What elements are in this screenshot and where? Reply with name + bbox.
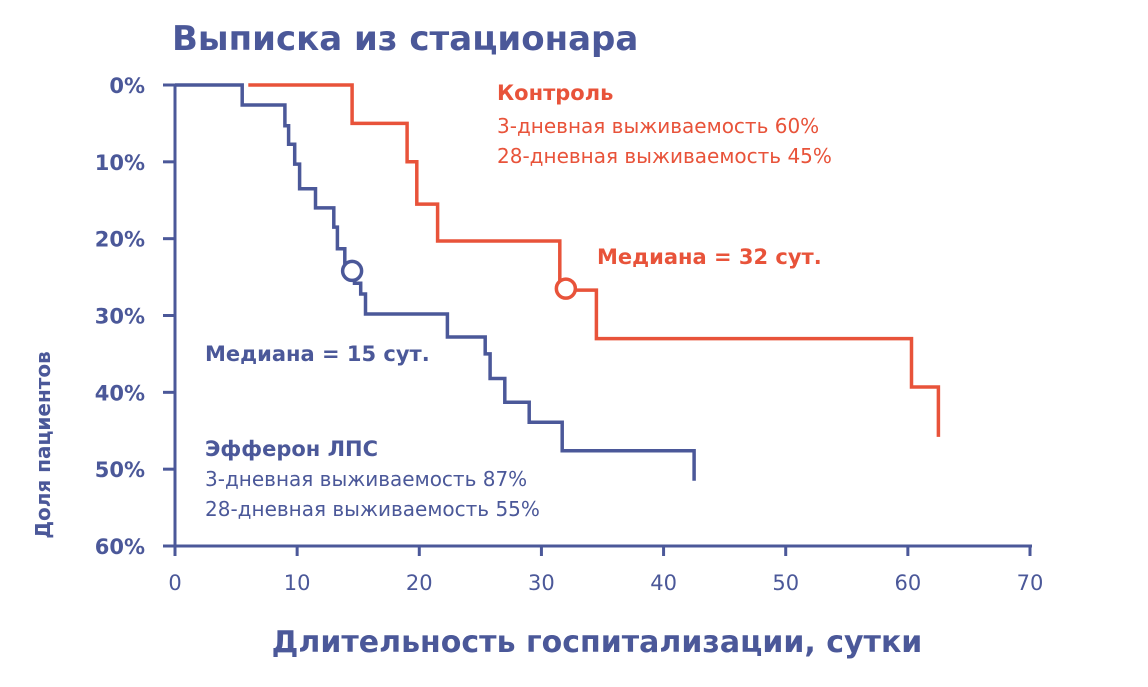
control-median-marker [554,277,578,300]
control-28day-survival: 28-дневная выживаемость 45% [497,144,832,168]
control-legend-title: Контроль [497,81,613,105]
tick-labels: 0 10 20 30 40 50 60 70 0% 10% 20% 30% 40% 50% 60% [95,74,1044,595]
y-tick-label: 60% [95,535,145,559]
control-series-line [248,83,941,437]
x-tick-label: 10 [284,571,311,595]
axes [163,83,1032,556]
chart-title: Выписка из стационара [172,19,638,59]
efferon-median-marker [340,259,364,283]
x-tick-label: 50 [772,571,799,595]
y-tick-label: 20% [95,228,145,252]
x-tick-label: 0 [168,571,181,595]
x-tick-label: 70 [1017,571,1044,595]
control-3day-survival: 3-дневная выживаемость 60% [497,114,819,138]
efferon-3day-survival: 3-дневная выживаемость 87% [205,467,527,491]
x-tick-label: 60 [894,571,921,595]
efferon-median-label: Медиана = 15 сут. [205,342,430,366]
efferon-28day-survival: 28-дневная выживаемость 55% [205,497,540,521]
median-markers [340,259,578,300]
efferon-legend-title: Эфферон ЛПС [205,437,378,461]
x-tick-label: 20 [406,571,433,595]
y-axis-title: Доля пациентов [31,351,55,539]
control-median-label: Медиана = 32 сут. [597,245,822,269]
control-annotation: Контроль 3-дневная выживаемость 60% 28-д… [497,81,832,269]
y-tick-label: 40% [95,381,145,405]
y-tick-label: 10% [95,151,145,175]
x-tick-label: 30 [528,571,555,595]
y-tick-label: 0% [109,74,145,98]
efferon-annotation: Медиана = 15 сут. Эфферон ЛПС 3-дневная … [205,342,540,521]
y-tick-label: 30% [95,305,145,329]
x-tick-label: 40 [650,571,677,595]
x-axis-title: Длительность госпитализации, сутки [272,625,923,660]
y-tick-label: 50% [95,458,145,482]
